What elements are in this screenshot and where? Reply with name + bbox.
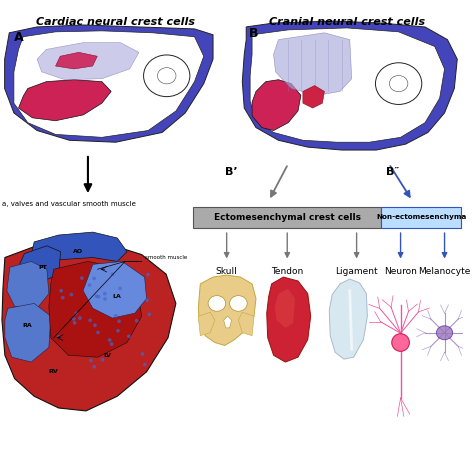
Text: LA: LA [113,294,122,299]
Polygon shape [83,262,146,318]
Polygon shape [274,289,295,328]
Text: PT: PT [38,265,47,270]
Circle shape [73,321,76,325]
Ellipse shape [437,326,453,340]
Polygon shape [31,232,127,262]
Ellipse shape [144,55,190,97]
Circle shape [108,338,111,342]
Circle shape [74,311,78,315]
Polygon shape [14,31,204,137]
Text: Neuron: Neuron [384,267,417,276]
Text: RV: RV [49,369,59,374]
Circle shape [92,276,96,280]
Circle shape [114,314,118,318]
Text: Tendon: Tendon [271,267,303,276]
Circle shape [78,316,82,320]
Polygon shape [252,80,301,130]
Polygon shape [250,28,445,142]
Polygon shape [267,277,310,362]
Circle shape [101,358,105,362]
Polygon shape [37,43,139,80]
Circle shape [93,323,97,327]
Circle shape [143,363,146,366]
Text: B’: B’ [225,167,237,177]
Circle shape [80,276,84,280]
Ellipse shape [229,296,247,311]
Text: RA: RA [22,323,32,328]
Ellipse shape [375,63,422,104]
Circle shape [92,365,96,369]
Polygon shape [2,240,176,411]
Circle shape [89,359,93,362]
Ellipse shape [389,75,408,91]
Polygon shape [49,262,142,357]
Circle shape [147,312,151,316]
Text: B″: B″ [386,167,399,177]
Circle shape [118,287,122,290]
Circle shape [103,292,107,295]
Circle shape [135,319,138,323]
Polygon shape [224,316,232,328]
Polygon shape [238,312,254,336]
Polygon shape [242,21,457,150]
Text: AO: AO [73,249,83,254]
Polygon shape [5,25,213,142]
Polygon shape [273,33,352,95]
Circle shape [97,295,100,299]
Text: smooth muscle: smooth muscle [145,255,187,260]
Text: Ectomesenchymal crest cells: Ectomesenchymal crest cells [214,213,361,222]
Polygon shape [303,86,324,108]
Text: Melanocyte: Melanocyte [419,267,471,276]
Polygon shape [18,80,111,121]
Circle shape [88,319,92,322]
Circle shape [127,335,131,338]
Circle shape [61,296,64,300]
Polygon shape [198,312,215,336]
Circle shape [117,319,121,323]
Circle shape [103,297,107,301]
Text: B: B [249,27,259,40]
Text: Skull: Skull [216,267,237,276]
Circle shape [95,294,99,298]
Circle shape [57,335,61,338]
Ellipse shape [157,68,176,84]
Polygon shape [7,262,49,308]
Circle shape [72,317,75,321]
Text: Cranial neural crest cells: Cranial neural crest cells [269,17,425,27]
Ellipse shape [208,296,226,311]
Polygon shape [19,246,61,281]
Text: Cardiac neural crest cells: Cardiac neural crest cells [36,17,195,27]
Circle shape [141,352,145,356]
Circle shape [59,289,63,292]
Text: Ligament: Ligament [335,267,378,276]
Circle shape [96,330,100,334]
Circle shape [70,292,73,296]
FancyBboxPatch shape [193,207,381,228]
Text: LV: LV [103,353,111,358]
FancyBboxPatch shape [381,207,461,228]
Circle shape [88,283,91,287]
Polygon shape [198,275,256,346]
Circle shape [146,273,150,276]
Circle shape [145,298,149,302]
Text: A: A [14,31,23,44]
Circle shape [110,272,114,276]
Circle shape [110,342,113,346]
Polygon shape [55,52,97,69]
Polygon shape [329,279,367,359]
Circle shape [116,329,120,333]
Ellipse shape [392,334,410,351]
Text: a, valves and vascular smooth muscle: a, valves and vascular smooth muscle [2,201,136,207]
Text: Non-ectomesenchyma: Non-ectomesenchyma [376,214,466,220]
Polygon shape [5,303,51,362]
